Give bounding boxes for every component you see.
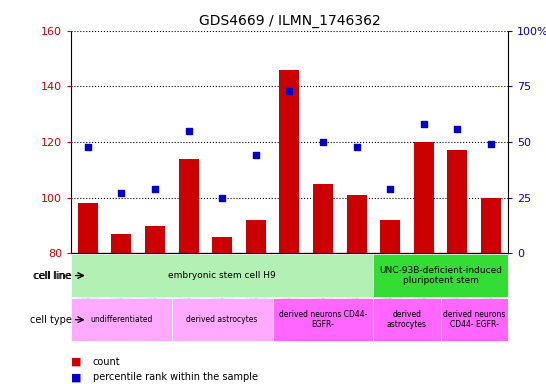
Point: [453, 126, 462, 132]
Point: [285, 88, 294, 94]
Text: cell line: cell line: [33, 270, 71, 281]
Bar: [71, 298, 172, 341]
Point: [151, 186, 159, 192]
Text: UNC-93B-deficient-induced
pluripotent stem: UNC-93B-deficient-induced pluripotent st…: [379, 266, 502, 285]
Bar: [71, 254, 373, 297]
Bar: [373, 254, 508, 297]
Title: GDS4669 / ILMN_1746362: GDS4669 / ILMN_1746362: [199, 14, 380, 28]
Point: [251, 152, 260, 159]
Bar: [246, 220, 266, 253]
Text: derived neurons
CD44- EGFR-: derived neurons CD44- EGFR-: [443, 310, 506, 329]
Bar: [313, 184, 333, 253]
Text: ■: ■: [71, 372, 81, 382]
Text: derived astrocytes: derived astrocytes: [187, 315, 258, 324]
Bar: [111, 234, 132, 253]
Text: derived neurons CD44-
EGFR-: derived neurons CD44- EGFR-: [279, 310, 367, 329]
Text: ■: ■: [71, 357, 81, 367]
Point: [319, 139, 328, 145]
Point: [352, 144, 361, 150]
Bar: [441, 298, 508, 341]
Point: [419, 121, 428, 127]
Text: embryonic stem cell H9: embryonic stem cell H9: [168, 271, 276, 280]
Bar: [380, 220, 400, 253]
Bar: [347, 195, 367, 253]
Text: cell type: cell type: [30, 314, 72, 325]
Text: undifferentiated: undifferentiated: [90, 315, 152, 324]
Point: [117, 190, 126, 196]
Bar: [78, 204, 98, 253]
Bar: [212, 237, 232, 253]
Bar: [447, 151, 467, 253]
Text: cell line: cell line: [34, 270, 72, 281]
Bar: [280, 70, 299, 253]
Bar: [272, 298, 373, 341]
Point: [218, 195, 227, 201]
Point: [486, 141, 495, 147]
Text: count: count: [93, 357, 121, 367]
Bar: [179, 159, 199, 253]
Bar: [145, 226, 165, 253]
Point: [84, 144, 92, 150]
Text: percentile rank within the sample: percentile rank within the sample: [93, 372, 258, 382]
Point: [386, 186, 395, 192]
Point: [184, 128, 193, 134]
Bar: [172, 298, 272, 341]
Bar: [414, 142, 434, 253]
Bar: [373, 298, 441, 341]
Bar: [481, 198, 501, 253]
Text: derived
astrocytes: derived astrocytes: [387, 310, 427, 329]
